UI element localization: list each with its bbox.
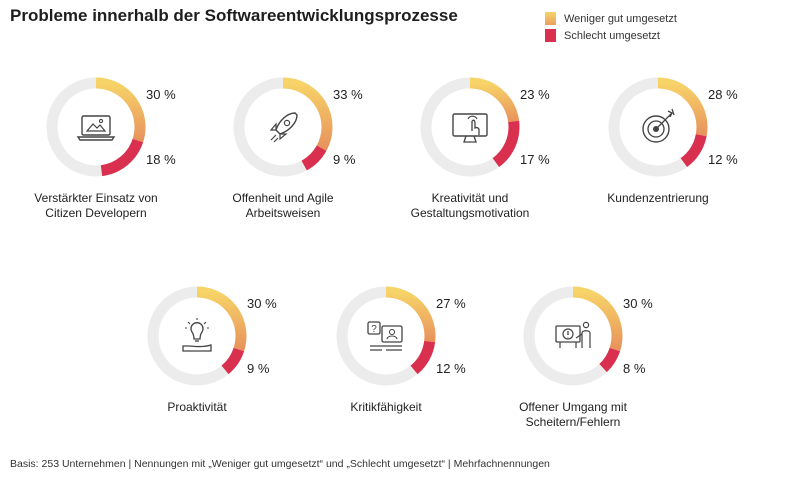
rocket-icon: [270, 112, 298, 143]
value-label-schlecht: 18 %: [146, 152, 176, 167]
arc-weniger-gut-umgesetzt: [469, 77, 520, 123]
category-label: Kritikfähigkeit: [350, 400, 422, 414]
donut-proaktivität: 30 % 9 % Proaktivität: [147, 286, 277, 414]
value-label-schlecht: 9 %: [247, 361, 270, 376]
chart-title: Probleme innerhalb der Softwareentwicklu…: [10, 6, 458, 25]
arc-weniger-gut-umgesetzt: [572, 286, 623, 352]
legend-item-schlecht: Schlecht umgesetzt: [545, 27, 677, 44]
legend-label-weniger: Weniger gut umgesetzt: [564, 12, 677, 25]
category-label: Verstärkter Einsatz von Citizen Developer…: [34, 191, 157, 220]
legend-label-schlecht: Schlecht umgesetzt: [564, 29, 660, 42]
category-label: Kundenzentrierung: [607, 191, 708, 205]
arc-schlecht-umgesetzt: [100, 138, 144, 177]
lightbulb-hand-icon: [182, 317, 212, 352]
legend-swatch-weniger: [545, 12, 556, 25]
value-label-weniger: 27 %: [436, 296, 466, 311]
value-label-schlecht: 12 %: [708, 152, 738, 167]
arc-weniger-gut-umgesetzt: [282, 77, 333, 151]
feedback-chat-icon: [367, 321, 403, 351]
arc-weniger-gut-umgesetzt: [657, 77, 708, 137]
laptop-image-icon: [77, 115, 115, 141]
value-label-schlecht: 9 %: [333, 152, 356, 167]
value-label-weniger: 30 %: [146, 87, 176, 102]
arc-weniger-gut-umgesetzt: [95, 77, 146, 143]
arc-schlecht-umgesetzt: [599, 347, 621, 373]
arc-schlecht-umgesetzt: [410, 340, 436, 375]
target-icon: [642, 108, 675, 143]
value-label-weniger: 23 %: [520, 87, 550, 102]
arc-schlecht-umgesetzt: [221, 347, 245, 375]
arc-schlecht-umgesetzt: [301, 145, 327, 171]
donut-offener-umgang-mit-scheitern-fehlern: 30 % 8 % Offener Umgang mit Scheitern/Fehle…: [519, 286, 653, 429]
legend: Weniger gut umgesetzt Schlecht umgesetzt: [545, 10, 677, 44]
category-label: Proaktivität: [167, 400, 227, 414]
legend-swatch-schlecht: [545, 29, 556, 42]
category-label: Offener Umgang mit Scheitern/Fehlern: [519, 400, 627, 429]
value-label-weniger: 28 %: [708, 87, 738, 102]
donut-kreativität-und-gestaltungsmotivation: 23 % 17 % Kreativität und Gestaltungsmotiva…: [411, 77, 550, 220]
value-label-weniger: 30 %: [247, 296, 277, 311]
value-label-schlecht: 12 %: [436, 361, 466, 376]
category-label: Offenheit und Agile Arbeitsweisen: [232, 191, 334, 220]
value-label-schlecht: 8 %: [623, 361, 646, 376]
category-label: Kreativität und Gestaltungsmotivation: [411, 191, 530, 220]
arc-schlecht-umgesetzt: [680, 133, 707, 168]
arc-weniger-gut-umgesetzt: [196, 286, 247, 352]
arc-weniger-gut-umgesetzt: [385, 286, 436, 343]
donut-offenheit-und-agile-arbeitsweisen: 33 % 9 % Offenheit und Agile Arbeitsweisen: [232, 77, 363, 220]
value-label-weniger: 30 %: [623, 296, 653, 311]
monitor-touch-icon: [452, 113, 488, 143]
arc-schlecht-umgesetzt: [492, 120, 520, 168]
footnote: Basis: 253 Unternehmen | Nennungen mit „…: [10, 458, 550, 470]
donut-verstärkter-einsatz-von-citizen-developern: 30 % 18 % Verstärkter Einsatz von Citizen D…: [34, 77, 176, 220]
donut-kritikfähigkeit: 27 % 12 % Kritikfähigkeit: [336, 286, 466, 414]
presentation-error-icon: [555, 321, 591, 349]
donut-kundenzentrierung: 28 % 12 % Kundenzentrierung: [607, 77, 738, 205]
value-label-weniger: 33 %: [333, 87, 363, 102]
value-label-schlecht: 17 %: [520, 152, 550, 167]
legend-item-weniger: Weniger gut umgesetzt: [545, 10, 677, 27]
